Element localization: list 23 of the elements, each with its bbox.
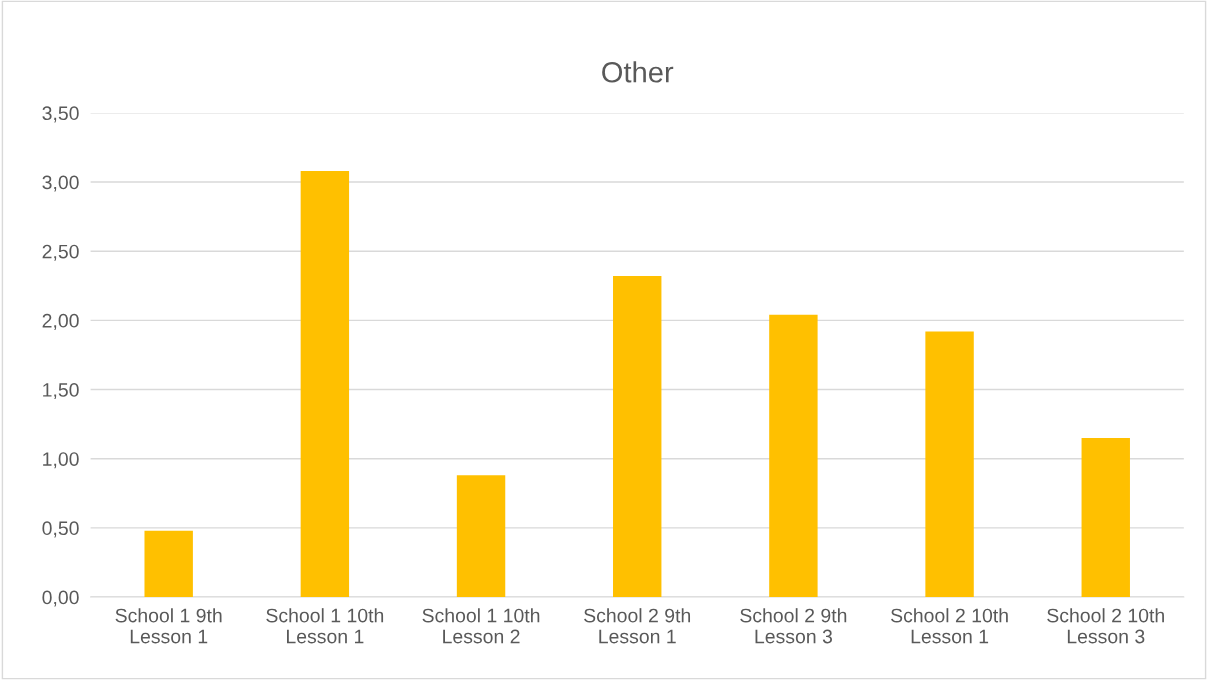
bar bbox=[769, 314, 818, 598]
bar bbox=[613, 276, 662, 598]
bar bbox=[1081, 437, 1130, 598]
x-tick-label: School 2 9th Lesson 1 bbox=[584, 608, 691, 644]
y-tick-label: 3,00 bbox=[42, 175, 79, 192]
y-tick-label: 0,00 bbox=[42, 590, 79, 607]
bar bbox=[456, 475, 506, 598]
x-tick-label: School 1 10th Lesson 1 bbox=[266, 608, 384, 644]
bar bbox=[300, 170, 350, 598]
x-tick-label: School 2 10th Lesson 1 bbox=[891, 608, 1008, 644]
x-tick-label: School 1 10th Lesson 2 bbox=[422, 608, 540, 644]
bar bbox=[925, 331, 974, 598]
y-tick-label: 0,50 bbox=[42, 521, 79, 538]
x-tick-label: School 2 9th Lesson 3 bbox=[740, 608, 847, 644]
y-tick-label: 1,00 bbox=[43, 452, 79, 469]
y-tick-label: 1,50 bbox=[43, 383, 79, 400]
bar bbox=[144, 530, 193, 598]
y-tick-label: 2,50 bbox=[42, 244, 79, 261]
x-tick-label: School 2 10th Lesson 3 bbox=[1047, 608, 1164, 644]
y-tick-label: 3,50 bbox=[42, 106, 79, 123]
chart-title: Other bbox=[602, 61, 674, 83]
y-tick-label: 2,00 bbox=[42, 313, 79, 330]
x-tick-label: School 1 9th Lesson 1 bbox=[115, 608, 222, 644]
